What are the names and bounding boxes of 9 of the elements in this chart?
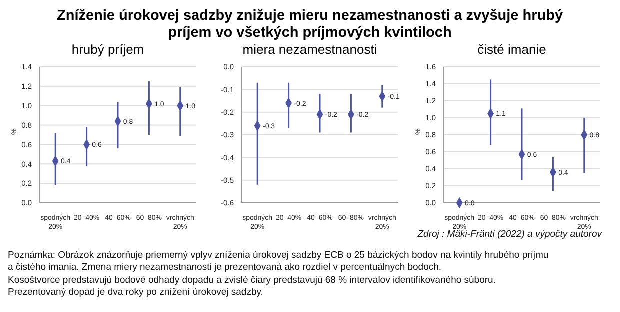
text: Kosoštvorce predstavujú bodové odhady dopadu a zvislé čiary predstavujú 68 % intervalov identifikovaného súboru. [8, 274, 497, 287]
text: Prezentovaný dopad je dva roky po znížení úrokovej sadzby. [8, 287, 264, 300]
text: a čistého imania. Zmena miery nezamestnanosti je prezentovaná ako rozdiel v percentuálnych bodoch. [8, 262, 443, 274]
chart-title: čisté imanie [476, 42, 548, 59]
chart-title: hrubý príjem [70, 42, 146, 59]
chart-title: miera nezamestnanosti [242, 42, 378, 59]
text: Poznámka: Obrázok znázorňuje priemerný vplyv zníženia úrokovej sadzby ECB o 25 bázických bodov na kvintily hrubého príjmu [8, 250, 550, 262]
text: Zdroj : Mäki-Fränti (2022) a výpočty autorov [418, 229, 602, 240]
text: Zníženie úrokovej sadzby znižuje mieru nezamestnanosti a zvyšuje hrubý príjem vo všetkých príjmových kvintiloch [56, 8, 564, 42]
